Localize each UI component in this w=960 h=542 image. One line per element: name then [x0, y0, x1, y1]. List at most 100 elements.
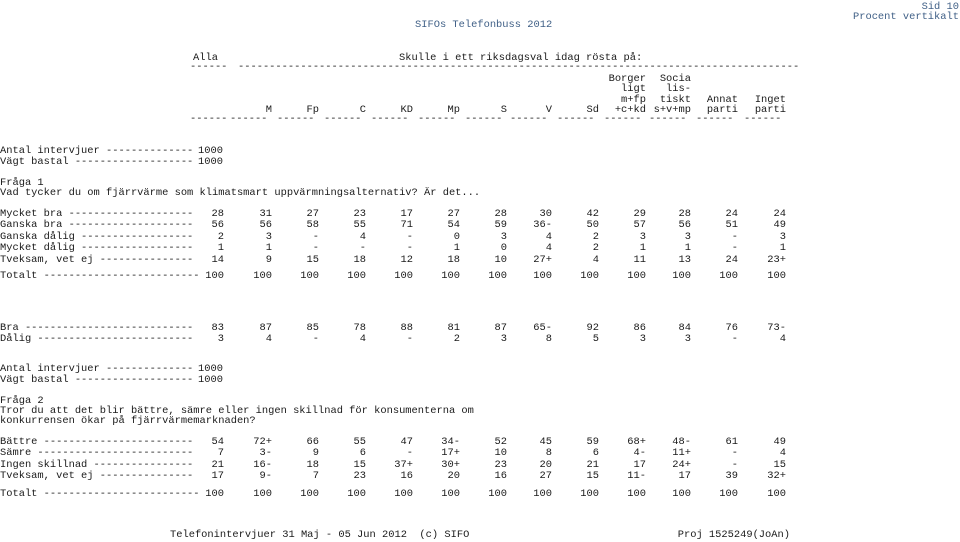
column-header-rule: ------	[190, 113, 228, 125]
column-header-9-line1: Borger	[608, 73, 646, 85]
column-header-11-line4: parti	[706, 104, 738, 116]
row-cell: 1	[453, 242, 460, 255]
row-label: Tveksam, vet ej ---------------	[0, 469, 194, 482]
column-header-rule: ------	[604, 113, 642, 125]
row-cell: -	[731, 242, 738, 255]
row-label: Dålig -------------------------	[0, 333, 194, 346]
column-header-5-line4: Mp	[447, 104, 460, 116]
row-cell: 16	[494, 469, 507, 482]
row-cell: 8	[545, 333, 552, 346]
column-header-rule: ------	[557, 113, 595, 125]
row-label: Ingen skillnad ----------------	[0, 458, 194, 471]
row-label: Bättre ------------------------	[0, 436, 194, 448]
row-cell: 42	[586, 208, 599, 220]
row-cell: 71	[400, 219, 413, 232]
row-cell: 13	[678, 253, 691, 266]
column-header-9-line2: ligt	[621, 83, 646, 95]
row-cell: 18	[447, 253, 460, 266]
row-cell: 10	[494, 447, 507, 460]
row-cell: 49	[773, 436, 786, 448]
row-cell: 5	[592, 333, 599, 346]
column-header-rule: ------	[371, 113, 409, 125]
row-cell: 4	[779, 333, 786, 346]
row-cell: 17	[211, 469, 224, 482]
total-cell: 100	[347, 270, 366, 282]
row-cell: 84	[678, 322, 691, 334]
row-cell: 31	[259, 208, 272, 220]
total-cell: 100	[627, 270, 646, 282]
row-cell: 76	[725, 322, 738, 334]
row-cell: 2	[592, 230, 599, 243]
row-cell: 9-	[259, 469, 272, 482]
row-cell: 24	[725, 208, 738, 220]
row-cell: 27+	[533, 253, 552, 266]
column-header-rule: ------	[696, 113, 734, 125]
row-cell: 30	[539, 208, 552, 220]
row-cell: 66	[306, 436, 319, 448]
row-cell: 86	[633, 322, 646, 334]
total-cell: 100	[580, 488, 599, 500]
row-cell: 54	[211, 436, 224, 448]
column-header-10-line3: tiskt	[659, 94, 691, 106]
row-cell: 11	[633, 253, 646, 266]
row-cell: 1	[779, 242, 786, 255]
total-cell: 100	[767, 488, 786, 500]
total-cell: 100	[719, 270, 738, 282]
row-cell: 3	[684, 230, 691, 243]
row-cell: 1	[684, 242, 691, 255]
row-cell: -	[731, 333, 738, 346]
row-cell: 4	[265, 333, 272, 346]
row-cell: 17	[678, 469, 691, 482]
total-cell: 100	[347, 488, 366, 500]
column-header-9-line4: +c+kd	[614, 104, 646, 116]
row-cell: -	[406, 333, 413, 346]
row-cell: 87	[494, 322, 507, 334]
row-cell: 59	[494, 219, 507, 232]
row-label: Mycket bra --------------------	[0, 208, 194, 220]
page-number: Sid 10	[921, 1, 959, 13]
row-cell: 27	[539, 469, 552, 482]
row-cell: 7	[217, 447, 224, 460]
interview-count-value-2: 1000	[198, 363, 223, 375]
banner-rule: ----------------------------------------…	[238, 61, 800, 73]
row-cell: 47	[400, 436, 413, 448]
column-header-4-line4: KD	[400, 104, 413, 116]
row-cell: 4	[545, 230, 552, 243]
row-cell: 65-	[533, 322, 552, 334]
row-cell: 20	[447, 469, 460, 482]
row-cell: 4	[592, 253, 599, 266]
total-row-label: Totalt -------------------------	[0, 270, 200, 282]
row-cell: 23	[353, 208, 366, 220]
weighted-base-label: Vägt bastal -------------------	[0, 156, 194, 168]
row-cell: 39	[725, 469, 738, 482]
row-cell: 83	[211, 322, 224, 334]
row-cell: 58	[306, 219, 319, 232]
row-cell: 10	[494, 253, 507, 266]
row-cell: -	[406, 242, 413, 255]
row-cell: -	[731, 447, 738, 460]
row-cell: -	[312, 333, 319, 346]
row-cell: 4-	[633, 447, 646, 460]
column-header-7-line4: V	[545, 104, 552, 116]
total-cell: 100	[441, 488, 460, 500]
column-header-rule: ------	[465, 113, 503, 125]
question-number-2: Fråga 2	[0, 395, 44, 407]
row-label: Tveksam, vet ej ---------------	[0, 253, 194, 266]
row-label: Ganska dålig ------------------	[0, 230, 194, 243]
row-cell: 4	[359, 230, 366, 243]
row-cell: 81	[447, 322, 460, 334]
row-cell: 28	[678, 208, 691, 220]
row-cell: 56	[678, 219, 691, 232]
row-cell: 24	[773, 208, 786, 220]
row-cell: -	[312, 230, 319, 243]
row-cell: 50	[586, 219, 599, 232]
column-header-6-line4: S	[500, 104, 507, 116]
row-cell: 73-	[767, 322, 786, 334]
row-cell: 56	[211, 219, 224, 232]
row-cell: 17+	[441, 447, 460, 460]
row-cell: 32+	[767, 469, 786, 482]
column-header-2-line4: Fp	[306, 104, 319, 116]
total-cell: 100	[488, 270, 507, 282]
row-cell: 1	[217, 242, 224, 255]
